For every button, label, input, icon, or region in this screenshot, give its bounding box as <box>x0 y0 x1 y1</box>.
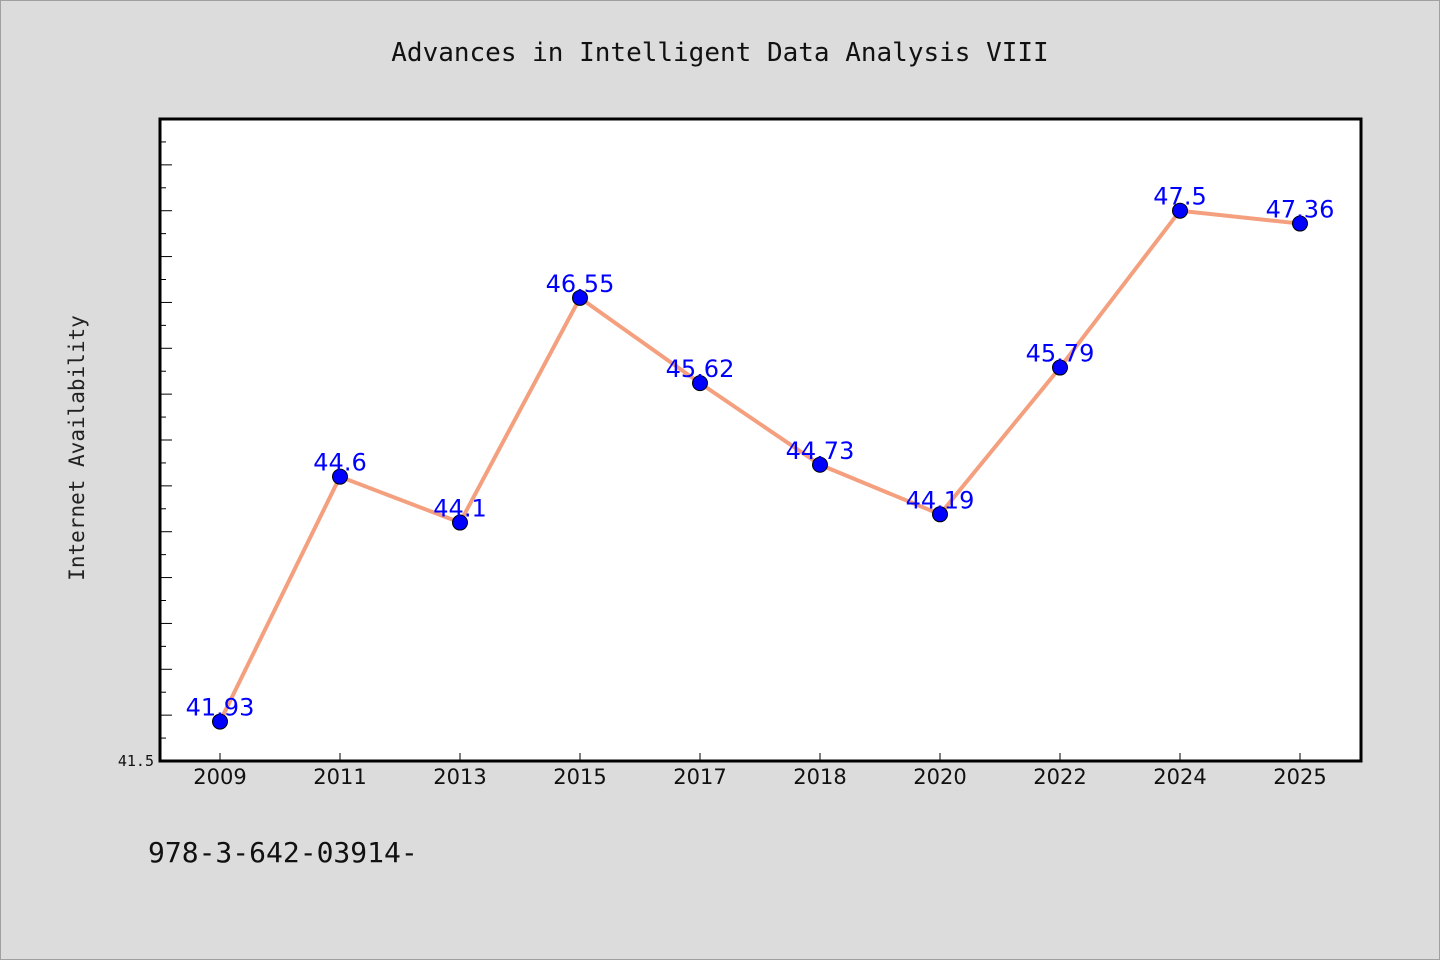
data-point <box>332 468 348 485</box>
x-tick-label: 2022 <box>1033 765 1086 789</box>
data-point <box>692 375 708 392</box>
series-line <box>218 208 1301 723</box>
x-tick-label: 2025 <box>1273 765 1326 789</box>
data-point <box>812 456 828 473</box>
data-label: 47.5 <box>1153 183 1206 211</box>
data-label: 47.36 <box>1266 196 1335 224</box>
data-point <box>1052 359 1068 376</box>
x-tick-label: 2020 <box>913 765 966 789</box>
plot-area <box>158 117 1363 763</box>
x-axis-ticks: 2009 2011 2013 2015 2017 2018 2020 2022 2024 2025 <box>193 753 1327 789</box>
x-tick-label: 2015 <box>553 765 606 789</box>
x-tick-label: 2017 <box>673 765 726 789</box>
data-label: 44.73 <box>786 437 855 465</box>
footer-text: 978-3-642-03914- <box>148 836 418 869</box>
x-tick-label: 2018 <box>793 765 846 789</box>
data-label: 45.62 <box>666 355 735 383</box>
data-label: 44.6 <box>313 449 366 477</box>
data-label: 44.19 <box>906 486 975 514</box>
data-point <box>572 289 588 306</box>
data-label: 41.93 <box>186 694 255 722</box>
data-point <box>1172 202 1188 219</box>
chart-title: Advances in Intelligent Data Analysis VI… <box>391 38 1048 68</box>
data-label: 46.55 <box>546 270 615 298</box>
x-tick-label: 2009 <box>193 765 246 789</box>
data-label: 44.1 <box>433 495 486 523</box>
data-point <box>452 514 468 531</box>
y-axis-label: Internet Availability <box>65 315 89 581</box>
series-group: 41.93 44.6 44.1 46.55 45.62 44.73 44.19 45.79 47… <box>186 183 1335 730</box>
x-tick-label: 2024 <box>1153 765 1206 789</box>
data-label: 45.79 <box>1026 340 1095 368</box>
y-tick-label: 41.5 <box>118 752 154 770</box>
x-tick-label: 2011 <box>313 765 366 789</box>
y-axis-minor-ticks <box>160 118 172 762</box>
x-tick-label: 2013 <box>433 765 486 789</box>
data-point <box>1292 215 1308 232</box>
data-point <box>932 506 948 523</box>
data-point <box>212 713 228 730</box>
